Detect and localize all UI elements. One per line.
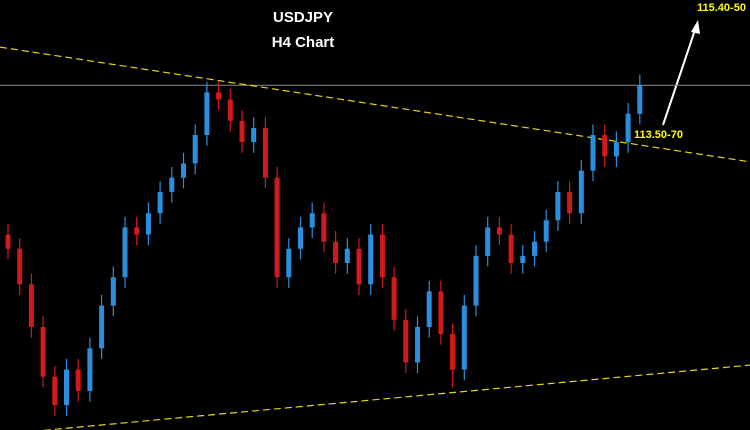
candle-body: [344, 248, 350, 263]
candle-body: [134, 227, 140, 235]
candle-body: [543, 220, 549, 242]
candle-body: [555, 191, 561, 221]
candle-body: [239, 120, 245, 143]
candle-body: [17, 248, 23, 285]
candle-body: [192, 135, 198, 164]
candle-body: [415, 326, 420, 363]
arrow-head: [691, 20, 700, 34]
candle-body: [145, 213, 151, 235]
candle-body: [309, 213, 315, 228]
candle-body: [496, 227, 502, 235]
price-annotation: 115.40-50: [697, 2, 746, 14]
candle-body: [298, 227, 303, 249]
candle-body: [286, 248, 292, 278]
candle-body: [157, 191, 163, 214]
candle-body: [368, 234, 374, 285]
candle-body: [461, 305, 467, 370]
trendline: [0, 46, 750, 163]
candle-body: [181, 163, 186, 178]
candle-body: [590, 135, 596, 171]
candle-body: [274, 177, 280, 278]
candle-body: [227, 99, 233, 121]
candle-body: [99, 305, 105, 349]
candle-body: [403, 319, 409, 363]
candle-body: [204, 92, 210, 136]
candle-body: [64, 369, 69, 406]
trendline: [40, 364, 750, 430]
candle-body: [110, 277, 116, 306]
candle-body: [122, 227, 128, 278]
candle-body: [450, 334, 456, 370]
candle-body: [473, 255, 479, 306]
candle-body: [87, 348, 93, 391]
candle-body: [28, 284, 34, 327]
candle-body: [508, 234, 514, 263]
candle-body: [379, 234, 385, 278]
candle-body: [169, 177, 175, 192]
candle-body: [5, 234, 11, 249]
candle-body: [262, 127, 268, 178]
candle-body: [40, 326, 46, 377]
candle-body: [391, 277, 397, 320]
candle-body: [321, 213, 327, 242]
candle-body: [485, 227, 491, 256]
price-annotation: 113.50-70: [634, 129, 683, 141]
candle-body: [426, 291, 432, 327]
candle-body: [532, 241, 537, 256]
candle-body: [602, 135, 608, 157]
candle-body: [333, 241, 339, 263]
target-arrow: [662, 23, 698, 126]
candle-body: [216, 92, 222, 100]
candle-body: [613, 142, 619, 157]
candle-body: [356, 248, 362, 285]
candle-body: [578, 170, 584, 214]
candle-body: [625, 113, 631, 143]
chart-title: USDJPY: [273, 9, 333, 26]
candle-body: [75, 369, 81, 391]
candle-body: [567, 191, 573, 214]
candle-body: [637, 85, 643, 114]
candle-body: [520, 255, 526, 263]
candle-body: [52, 376, 58, 406]
candle-body: [438, 291, 444, 335]
chart-subtitle: H4 Chart: [272, 34, 335, 51]
candle-body: [251, 127, 257, 143]
